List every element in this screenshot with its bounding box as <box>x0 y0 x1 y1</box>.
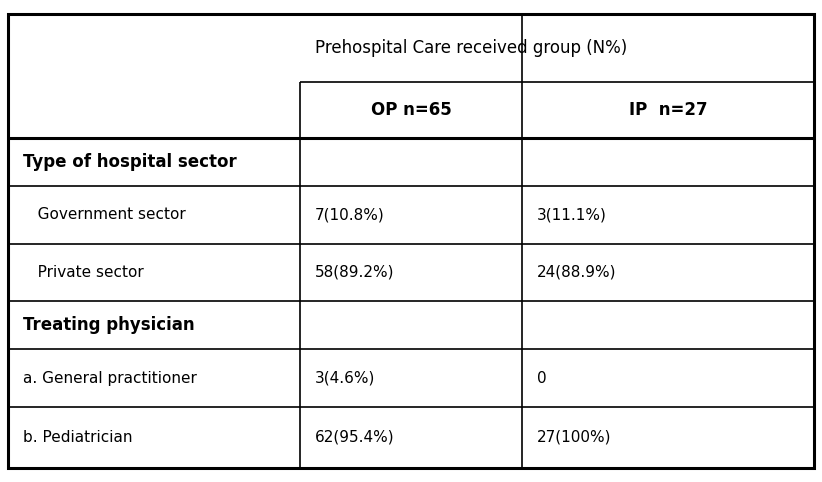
Text: Prehospital Care received group (N%): Prehospital Care received group (N%) <box>315 40 627 57</box>
Text: 0: 0 <box>537 371 547 386</box>
Text: Government sector: Government sector <box>23 207 186 222</box>
Text: Type of hospital sector: Type of hospital sector <box>23 153 237 171</box>
Text: 3(11.1%): 3(11.1%) <box>537 207 607 222</box>
Text: 7(10.8%): 7(10.8%) <box>315 207 385 222</box>
Text: 27(100%): 27(100%) <box>537 430 612 445</box>
Text: Treating physician: Treating physician <box>23 316 195 335</box>
Text: b. Pediatrician: b. Pediatrician <box>23 430 132 445</box>
Text: 24(88.9%): 24(88.9%) <box>537 265 616 280</box>
Text: OP n=65: OP n=65 <box>371 101 451 119</box>
Text: IP  n=27: IP n=27 <box>629 101 707 119</box>
Text: a. General practitioner: a. General practitioner <box>23 371 197 386</box>
Text: 3(4.6%): 3(4.6%) <box>315 371 375 386</box>
Text: Private sector: Private sector <box>23 265 144 280</box>
Text: 58(89.2%): 58(89.2%) <box>315 265 395 280</box>
Text: 62(95.4%): 62(95.4%) <box>315 430 395 445</box>
